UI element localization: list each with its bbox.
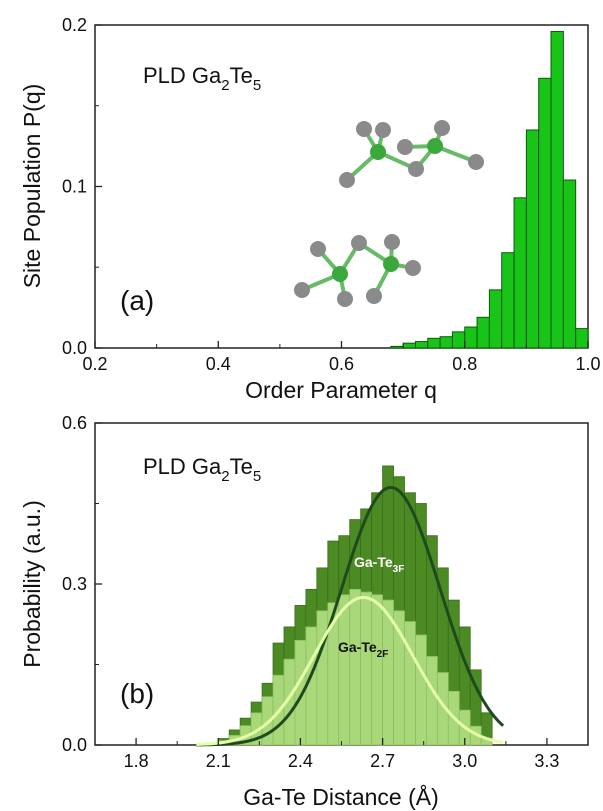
bars-a — [390, 30, 589, 349]
y-tick-label: 0.0 — [62, 338, 87, 358]
x-tick-label: 0.2 — [82, 354, 107, 374]
histogram-bar — [476, 316, 490, 349]
series-label-ga-te-3f: Ga-Te3F — [354, 554, 404, 575]
histogram-bar — [390, 345, 404, 349]
histogram-bar-2f — [404, 621, 416, 746]
panel-a: 0.2 0.4 0.6 0.8 1.0 0.0 0.1 0.2 PLD Ga2Te5 (a) — [19, 15, 601, 403]
x-tick-label: 2.7 — [370, 751, 395, 771]
x-tick-label: 2.1 — [206, 751, 231, 771]
histogram-bar-2f — [415, 634, 427, 746]
x-tick-label: 1.8 — [124, 751, 149, 771]
histogram-bar — [562, 179, 577, 349]
x-tick-label: 1.0 — [575, 354, 600, 374]
x-tick-label: 2.4 — [288, 751, 313, 771]
histogram-bar — [464, 326, 478, 349]
histogram-bar — [402, 342, 416, 349]
x-axis-title-a: Order Parameter q — [245, 377, 437, 403]
histogram-bar — [451, 331, 466, 349]
histogram-bar — [427, 337, 441, 349]
histogram-bar — [550, 30, 564, 349]
histogram-bar — [538, 77, 552, 349]
panel-b: 1.8 2.1 2.4 2.7 3.0 3.3 0.0 0.3 0.6 PLD Ga2Te5 (… — [19, 413, 589, 810]
y-tick-label: 0.6 — [62, 413, 87, 433]
fit-curve-3f — [196, 485, 505, 747]
y-axis-title-a: Site Population P(q) — [19, 84, 45, 289]
x-tick-label: 0.6 — [329, 354, 354, 374]
x-tick-label: 3.3 — [534, 751, 559, 771]
x-tick-label: 0.8 — [452, 354, 477, 374]
x-axis-title-b: Ga-Te Distance (Å) — [243, 783, 439, 810]
histogram-bar-2f — [338, 594, 351, 746]
histogram-bar-2f — [360, 591, 373, 746]
panel-b-letter: (b) — [120, 678, 154, 709]
histogram-bar — [501, 252, 515, 349]
panel-a-title: PLD Ga2Te5 — [143, 63, 261, 94]
series-label-ga-te-2f: Ga-Te2F — [338, 639, 388, 660]
histogram-bar — [488, 289, 503, 349]
histogram-bar — [439, 336, 453, 349]
x-tick-label: 0.4 — [206, 354, 231, 374]
y-tick-label: 0.2 — [62, 15, 87, 35]
histogram-bar-2f — [426, 656, 438, 746]
histogram-bar-2f — [349, 588, 362, 746]
y-tick-label: 0.3 — [62, 574, 87, 594]
panel-b-title: PLD Ga2Te5 — [143, 454, 261, 485]
ticks-b: 1.8 2.1 2.4 2.7 3.0 3.3 0.0 0.3 0.6 — [62, 413, 589, 771]
panel-a-letter: (a) — [120, 285, 154, 316]
histogram-bar-2f — [316, 610, 329, 746]
y-tick-label: 0.1 — [62, 177, 87, 197]
ticks-a: 0.2 0.4 0.6 0.8 1.0 0.0 0.1 0.2 — [62, 15, 601, 374]
inset-structure-top — [339, 120, 484, 188]
fit-curve-2f — [196, 595, 504, 747]
histogram-bar — [513, 197, 527, 349]
x-tick-label: 3.0 — [452, 751, 477, 771]
histogram-bar — [575, 328, 589, 349]
y-tick-label: 0.0 — [62, 735, 87, 755]
inset-structure-bottom — [294, 234, 421, 307]
fit-curves-b — [196, 485, 505, 747]
histogram-bar — [414, 341, 429, 349]
y-axis-title-b: Probability (a.u.) — [19, 500, 45, 667]
histogram-bar-2f — [371, 594, 383, 746]
histogram-bar — [525, 129, 540, 349]
